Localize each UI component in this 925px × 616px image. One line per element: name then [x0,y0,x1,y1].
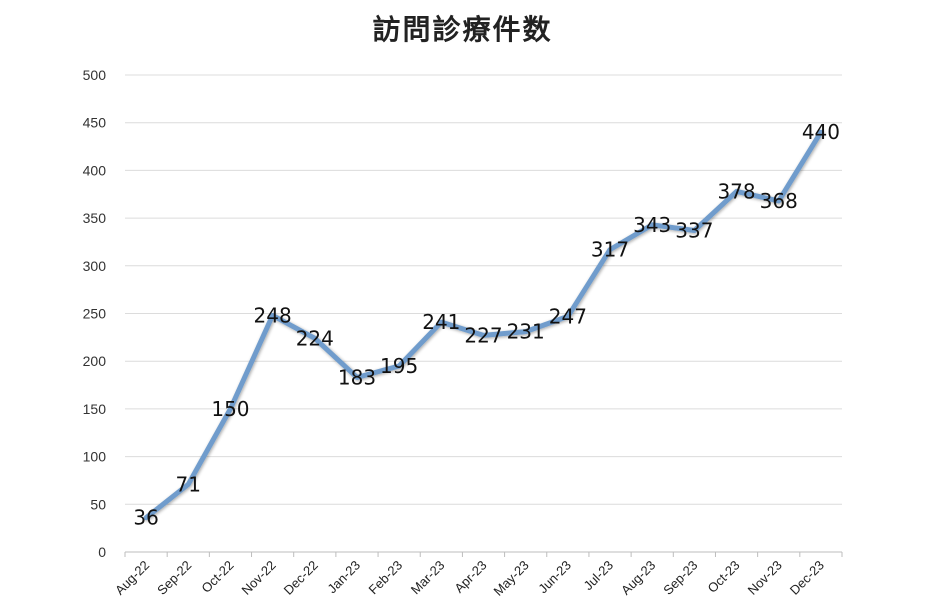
x-tick-label: Sep-23 [660,558,700,598]
y-tick-label: 400 [83,162,107,178]
y-tick-label: 150 [83,401,107,417]
x-tick-label: Oct-22 [198,558,236,596]
y-tick-label: 450 [83,115,107,131]
y-tick-label: 300 [83,258,107,274]
y-tick-label: 250 [83,306,107,322]
y-tick-label: 0 [98,544,106,560]
data-label: 71 [176,472,201,496]
y-tick-label: 50 [90,496,106,512]
data-label: 36 [133,506,158,530]
x-tick-label: Mar-23 [408,558,448,598]
series-line [143,129,824,521]
gridlines [125,74,842,553]
data-label: 195 [380,354,418,378]
data-label: 241 [422,310,460,334]
x-tick-label: Sep-22 [154,558,194,598]
data-label: 317 [591,238,629,262]
data-label: 224 [296,326,334,350]
x-tick-label: Jun-23 [535,558,574,597]
data-label: 337 [675,219,713,243]
data-label: 247 [549,304,587,328]
x-tick-label: Jan-23 [324,558,363,597]
y-tick-label: 100 [83,449,107,465]
x-tick-label: Apr-23 [451,558,489,596]
x-tick-label: Nov-23 [745,558,785,598]
data-label: 227 [464,323,502,347]
data-label: 440 [802,120,840,144]
x-tick-label: May-23 [491,558,532,599]
x-tick-label: Aug-22 [112,558,152,598]
y-tick-label: 200 [83,353,107,369]
x-tick-label: Nov-22 [238,558,278,598]
x-tick-label: Dec-23 [787,558,827,598]
data-label: 231 [507,320,545,344]
data-label: 343 [633,213,671,237]
x-tick-label: Aug-23 [618,558,658,598]
chart-title: 訪問診療件数 [372,13,553,46]
y-tick-label: 500 [83,67,107,83]
x-tick-label: Dec-22 [281,558,321,598]
data-label: 378 [717,179,755,203]
data-label: 150 [211,397,249,421]
y-tick-label: 350 [83,210,107,226]
series [143,129,824,521]
data-label: 248 [254,303,292,327]
x-tick-label: Oct-23 [704,558,742,596]
data-label: 368 [760,189,798,213]
x-tick-label: Jul-23 [580,558,616,594]
data-label: 183 [338,365,376,389]
x-tick-label: Feb-23 [366,558,406,598]
